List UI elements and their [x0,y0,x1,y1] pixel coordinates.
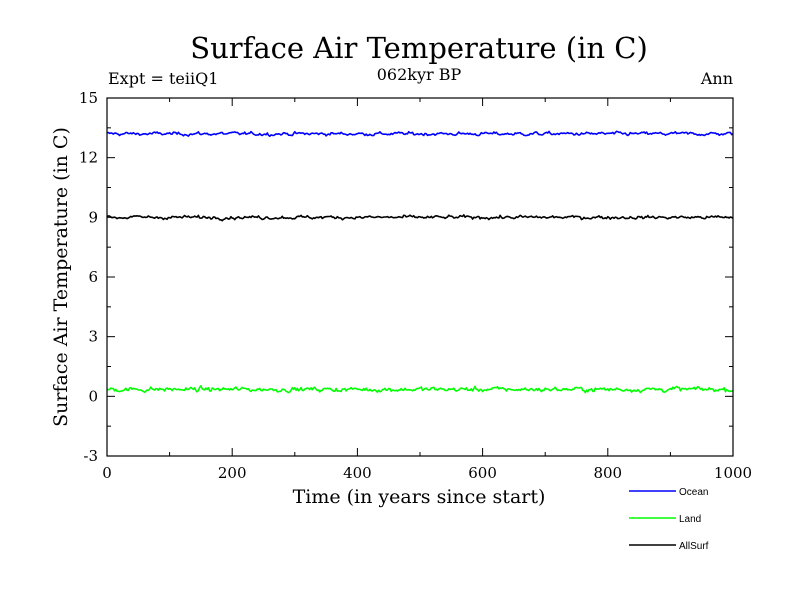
x-tick-label: 800 [593,464,622,482]
plot-frame [106,97,734,457]
plot-series [106,130,734,394]
y-tick-label: 12 [79,149,98,167]
y-tick-label: 9 [88,208,98,226]
series-line-land [106,384,734,394]
x-tick-label: 200 [218,464,247,482]
x-axis-label: Time (in years since start) [293,486,546,508]
legend-label-allsurf: AllSurf [679,541,709,552]
chart-subtitle: 062kyr BP [377,65,462,84]
x-tick-label: 1000 [714,464,752,482]
x-tick-label: 600 [468,464,497,482]
y-tick-label: 3 [88,328,98,346]
series-line-allsurf [106,214,734,222]
y-axis-label: Surface Air Temperature (in C) [50,127,72,427]
series-line-ocean [106,130,734,137]
y-tick-label: 15 [79,89,98,107]
y-tick-label: 6 [88,268,98,286]
experiment-label: Expt = teiiQ1 [108,69,218,88]
legend-label-ocean: Ocean [679,487,708,498]
y-tick-label: 0 [88,387,98,405]
x-tick-label: 0 [102,464,112,482]
season-label: Ann [700,69,733,88]
x-tick-label: 400 [343,464,372,482]
legend: Ocean Land AllSurf [629,487,709,552]
legend-label-land: Land [679,514,701,525]
chart-title: Surface Air Temperature (in C) [190,31,648,65]
y-tick-label: -3 [83,447,98,465]
